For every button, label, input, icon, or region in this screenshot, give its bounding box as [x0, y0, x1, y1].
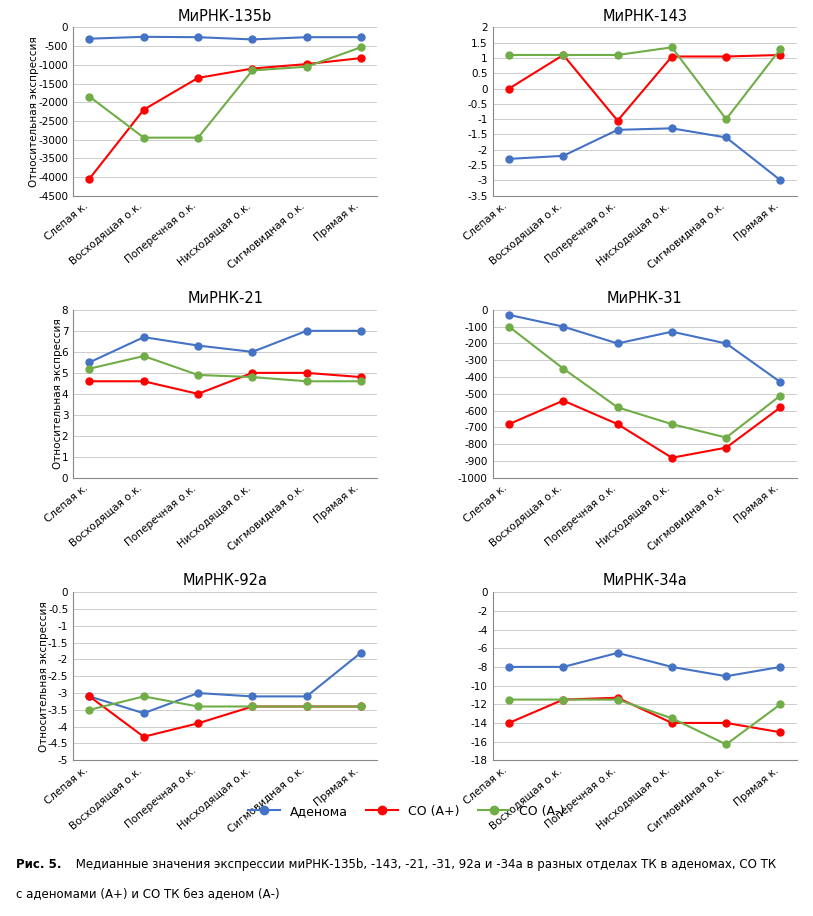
- Y-axis label: Относительная экспрессия: Относительная экспрессия: [53, 319, 63, 469]
- Legend: Аденома, СО (А+), СО (А-): Аденома, СО (А+), СО (А-): [243, 800, 570, 823]
- Title: МиРНК-135b: МиРНК-135b: [178, 8, 272, 24]
- Text: с аденомами (А+) и СО ТК без аденом (А-): с аденомами (А+) и СО ТК без аденом (А-): [16, 887, 280, 900]
- Title: МиРНК-143: МиРНК-143: [602, 8, 687, 24]
- Text: Медианные значения экспрессии миРНК-135b, -143, -21, -31, 92а и -34а в разных от: Медианные значения экспрессии миРНК-135b…: [72, 858, 776, 871]
- Y-axis label: Относительная экспрессия: Относительная экспрессия: [29, 36, 39, 187]
- Title: МиРНК-31: МиРНК-31: [606, 291, 683, 306]
- Title: МиРНК-21: МиРНК-21: [187, 291, 263, 306]
- Text: Рис. 5.: Рис. 5.: [16, 858, 62, 871]
- Title: МиРНК-34а: МиРНК-34а: [602, 573, 687, 588]
- Y-axis label: Относительная экспрессия: Относительная экспрессия: [39, 601, 49, 752]
- Title: МиРНК-92а: МиРНК-92а: [183, 573, 267, 588]
